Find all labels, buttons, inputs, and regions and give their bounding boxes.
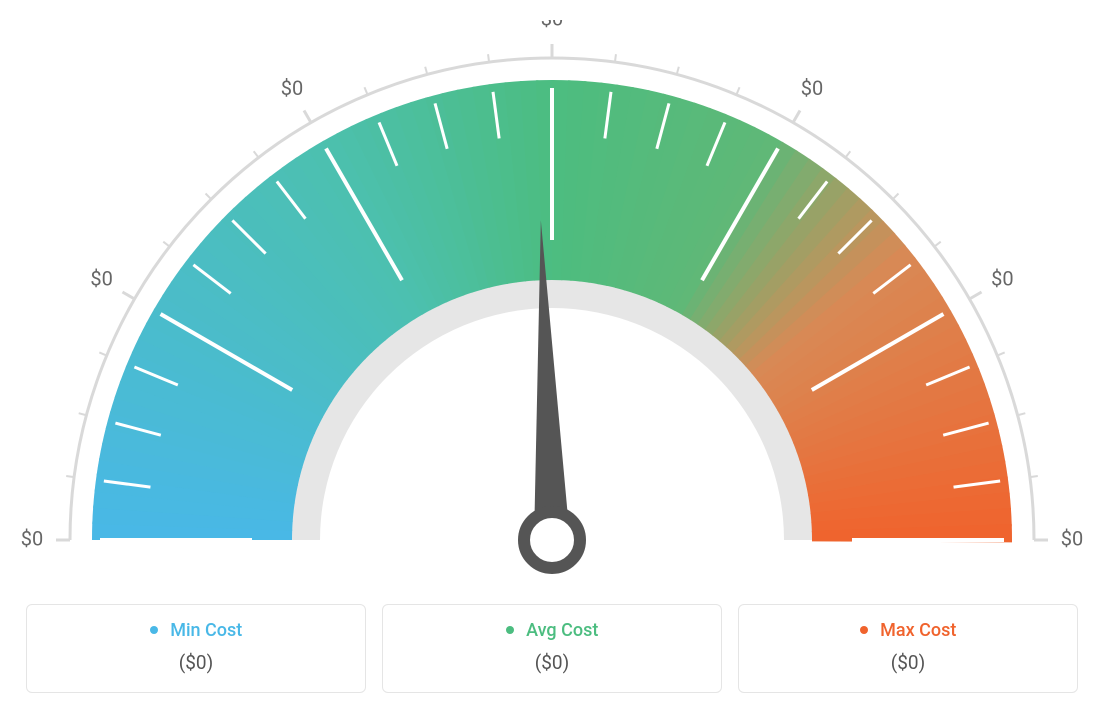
svg-text:$0: $0 xyxy=(801,76,823,100)
legend-dot-avg xyxy=(506,626,514,634)
gauge-chart: $0 $0 $0 $0 $0 $0 $0 Min Cost ($0) Avg Cost ($… xyxy=(20,20,1084,693)
gauge-svg: $0 $0 $0 $0 $0 $0 $0 xyxy=(20,20,1084,580)
legend-row: Min Cost ($0) Avg Cost ($0) Max Cost ($0… xyxy=(20,604,1084,693)
legend-dot-max xyxy=(860,626,868,634)
legend-card-avg: Avg Cost ($0) xyxy=(382,604,722,693)
legend-label-avg: Avg Cost xyxy=(526,620,598,641)
legend-label-max: Max Cost xyxy=(880,620,956,641)
svg-text:$0: $0 xyxy=(281,76,303,100)
legend-card-min: Min Cost ($0) xyxy=(26,604,366,693)
legend-value-max: ($0) xyxy=(739,651,1077,674)
legend-dot-min xyxy=(150,626,158,634)
legend-card-max: Max Cost ($0) xyxy=(738,604,1078,693)
legend-label-min: Min Cost xyxy=(170,620,242,641)
svg-text:$0: $0 xyxy=(541,20,563,30)
svg-text:$0: $0 xyxy=(90,266,112,290)
legend-value-min: ($0) xyxy=(27,651,365,674)
svg-text:$0: $0 xyxy=(21,526,43,550)
svg-text:$0: $0 xyxy=(1061,526,1083,550)
svg-text:$0: $0 xyxy=(991,266,1013,290)
legend-value-avg: ($0) xyxy=(383,651,721,674)
